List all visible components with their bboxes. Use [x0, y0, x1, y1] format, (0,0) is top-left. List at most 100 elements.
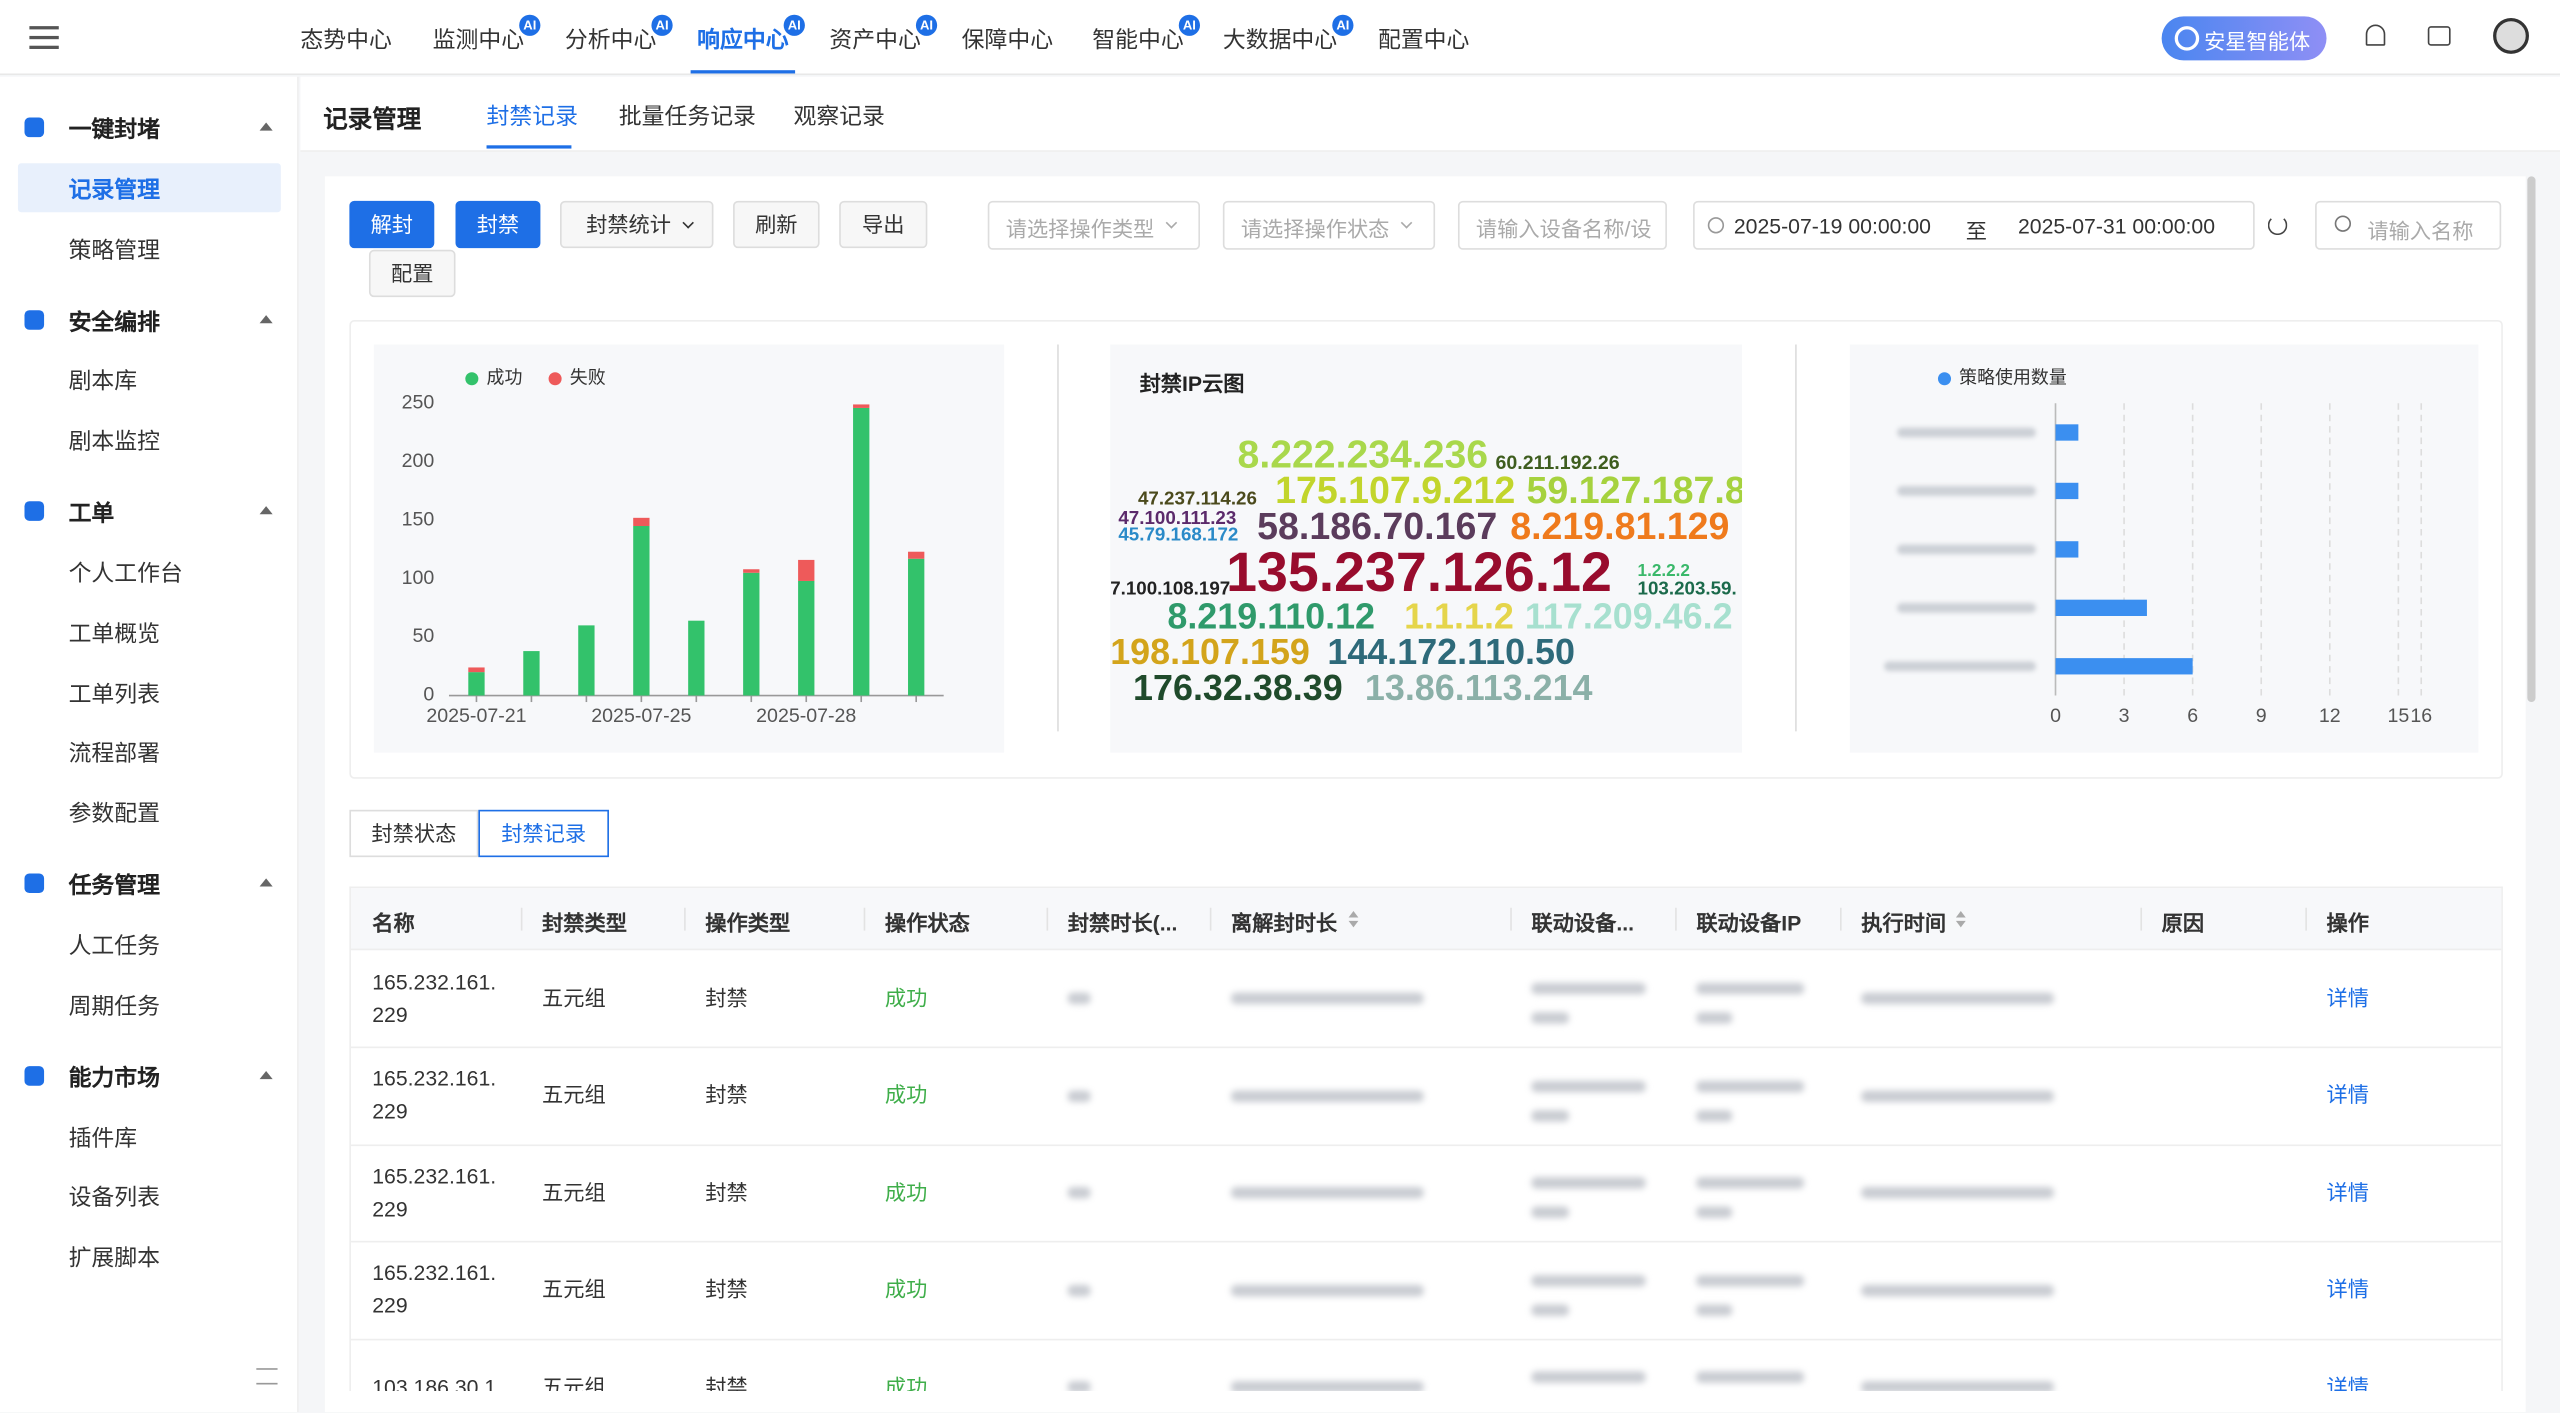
menu-item[interactable]: 周期任务	[68, 992, 160, 1019]
avatar[interactable]	[2493, 17, 2529, 54]
nav-item[interactable]: 配置中心	[1377, 26, 1470, 53]
selected-bg	[17, 162, 281, 212]
filter-select[interactable]: 请输入设备名称/设	[1457, 200, 1667, 250]
group-title[interactable]: 任务管理	[68, 872, 160, 899]
detail-link[interactable]: 详情	[2326, 1276, 2370, 1302]
column-header[interactable]: 执行时间	[1861, 911, 1947, 936]
bell-icon[interactable]	[2365, 24, 2386, 46]
word: 47.237.114.26	[1138, 488, 1257, 509]
group-title[interactable]: 能力市场	[68, 1064, 160, 1091]
word: 59.127.187.8	[1527, 469, 1746, 511]
nav-item[interactable]: 态势中心	[300, 26, 392, 53]
menu-item[interactable]: 剧本监控	[68, 428, 160, 455]
x-tick-label: 0	[2050, 705, 2061, 727]
bar-segment	[853, 407, 870, 696]
menu-item[interactable]: 个人工作台	[68, 560, 183, 587]
detail-link[interactable]: 详情	[2326, 1179, 2370, 1205]
word: 7.100.108.197	[1110, 577, 1230, 598]
bar-segment	[743, 572, 760, 696]
group-icon	[24, 873, 45, 894]
button[interactable]: 解封	[349, 200, 435, 249]
filter-select[interactable]: 请选择操作类型	[987, 200, 1200, 250]
column-divider	[684, 907, 686, 931]
blurred-cell	[1531, 1206, 1570, 1218]
table-cell: 封禁	[705, 1276, 748, 1302]
menu-item[interactable]: 剧本库	[68, 367, 138, 395]
word: 135.237.126.12	[1226, 541, 1612, 603]
scrollbar	[2527, 176, 2536, 703]
agent-button[interactable]: 安星智能体	[2161, 16, 2327, 61]
caret	[259, 506, 273, 515]
collapse-icon[interactable]	[256, 1368, 278, 1385]
box-icon[interactable]	[2427, 26, 2451, 46]
menu-icon[interactable]	[29, 26, 59, 49]
sub-tab[interactable]: 封禁状态	[349, 809, 479, 858]
table-cell: 165.232.161.229	[372, 968, 497, 1027]
x-tick-label: 16	[2410, 705, 2432, 727]
bar-segment	[468, 672, 485, 696]
refresh-icon[interactable]	[2267, 215, 2288, 236]
blurred-cell	[1696, 1109, 1733, 1121]
date-range[interactable]: 2025-07-19 00:00:00 至 2025-07-31 00:00:00	[1693, 200, 2255, 250]
detail-link[interactable]: 详情	[2326, 985, 2370, 1010]
menu-item[interactable]: 策略管理	[68, 236, 160, 263]
word: 47.100.111.23	[1118, 507, 1236, 528]
menu-item[interactable]: 流程部署	[68, 740, 160, 767]
word: 58.186.70.167	[1257, 505, 1497, 547]
menu-item[interactable]: 插件库	[68, 1124, 138, 1151]
nav-item[interactable]: 保障中心	[961, 26, 1054, 53]
menu-item[interactable]: 人工任务	[68, 932, 160, 959]
bar	[2055, 541, 2079, 558]
nav-item[interactable]: 响应中心	[697, 26, 789, 53]
blurred-cell	[1067, 1284, 1091, 1296]
ai-badge: AI	[783, 14, 805, 36]
word-cloud: 8.222.234.236 60.211.192.26 47.237.114.26 1…	[1110, 433, 1746, 708]
menu-item[interactable]: 工单概览	[68, 620, 160, 647]
group-icon	[24, 1065, 45, 1086]
blurred-cell	[1531, 1109, 1570, 1121]
nav-item[interactable]: 分析中心	[564, 26, 657, 53]
button[interactable]: 封禁	[455, 200, 541, 249]
search-box[interactable]: 请输入名称	[2315, 200, 2502, 250]
date-end: 2025-07-31 00:00:00	[2017, 213, 2216, 239]
tab[interactable]: 观察记录	[793, 102, 885, 129]
menu-item[interactable]: 设备列表	[68, 1184, 160, 1211]
menu-item[interactable]: 参数配置	[68, 800, 160, 827]
menu-item[interactable]: 扩展脚本	[68, 1244, 160, 1271]
word: 13.86.113.214	[1365, 667, 1593, 708]
column-header: 联动设备IP	[1696, 911, 1802, 936]
blurred-cell	[1231, 1381, 1424, 1392]
blurred-cell	[1696, 1177, 1805, 1189]
group-title[interactable]: 一键封堵	[68, 115, 160, 143]
menu-item[interactable]: 记录管理	[68, 175, 160, 203]
group-title[interactable]: 安全编排	[68, 307, 160, 335]
blurred-cell	[1861, 1089, 2054, 1102]
tab[interactable]: 封禁记录	[486, 102, 578, 129]
table: 名称 封禁类型 操作类型 操作状态 封禁时长(... 离解封时长 联动设备... 联动设备IP…	[349, 886, 2503, 1392]
button[interactable]: 刷新	[733, 200, 820, 249]
nav-item[interactable]: 监测中心	[432, 26, 525, 53]
blurred-cell	[1696, 1303, 1733, 1316]
tab[interactable]: 批量任务记录	[618, 102, 756, 129]
nav-item[interactable]: 智能中心	[1092, 26, 1184, 53]
detail-link[interactable]: 详情	[2326, 1082, 2370, 1107]
button[interactable]: 配置	[368, 249, 456, 298]
button[interactable]: 封禁统计	[560, 200, 714, 249]
menu-item[interactable]: 工单列表	[68, 680, 160, 707]
x-tick-label: 2025-07-21	[426, 705, 526, 727]
column-header[interactable]: 离解封时长	[1231, 911, 1338, 936]
column-divider	[1209, 907, 1212, 931]
nav-item[interactable]: 资产中心	[829, 26, 921, 53]
nav-item[interactable]: 大数据中心	[1222, 26, 1338, 53]
button[interactable]: 导出	[839, 200, 928, 249]
caret	[259, 122, 273, 131]
y-tick-label: 250	[402, 391, 435, 413]
column-header: 联动设备...	[1531, 911, 1635, 936]
menu-line	[29, 35, 59, 40]
sub-tab[interactable]: 封禁记录	[478, 809, 609, 858]
blurred-cell	[1531, 1274, 1646, 1286]
group-title[interactable]: 工单	[68, 499, 115, 527]
filter-select[interactable]: 请选择操作状态	[1222, 200, 1436, 250]
detail-link[interactable]: 详情	[2326, 1373, 2370, 1392]
